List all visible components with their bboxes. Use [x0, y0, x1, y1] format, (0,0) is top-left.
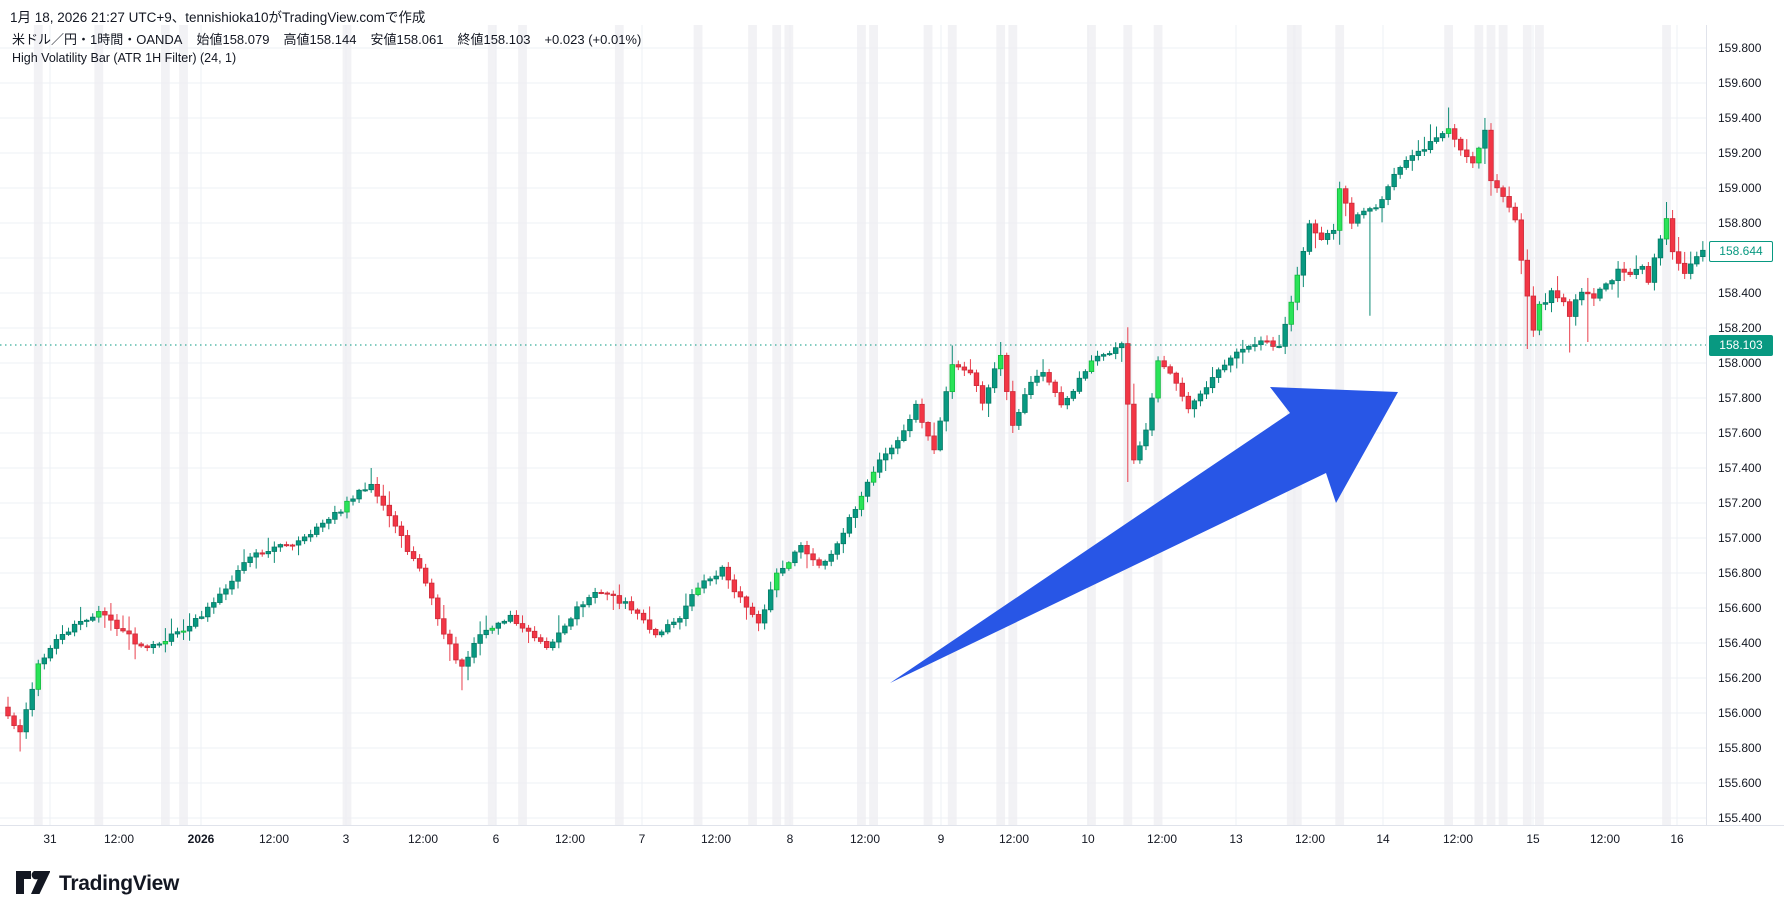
- time-tick-label: 6: [492, 832, 500, 846]
- price-tick-label: 158.000: [1718, 356, 1762, 370]
- time-tick-label: 9: [937, 832, 945, 846]
- price-tick-label: 156.000: [1718, 706, 1762, 720]
- price-tick-label: 155.800: [1718, 741, 1762, 755]
- time-tick-label: 12:00: [700, 832, 732, 846]
- price-tick-label: 157.200: [1718, 496, 1762, 510]
- price-tick-label: 159.200: [1718, 146, 1762, 160]
- price-tick-label: 159.000: [1718, 181, 1762, 195]
- grid-lines: [0, 25, 1706, 825]
- time-tick-label: 14: [1376, 832, 1390, 846]
- price-tick-label: 158.800: [1718, 216, 1762, 230]
- price-tick-label: 157.400: [1718, 461, 1762, 475]
- attribution-text: 1月 18, 2026 21:27 UTC+9、tennishioka10がTr…: [10, 10, 426, 25]
- time-tick-label: 10: [1081, 832, 1095, 846]
- price-tick-label: 157.800: [1718, 391, 1762, 405]
- blue-trend-arrow[interactable]: [890, 387, 1398, 683]
- time-tick-label: 12:00: [103, 832, 135, 846]
- tradingview-logo-text: TradingView: [59, 872, 180, 895]
- ohlc-open: 始値158.079: [196, 32, 270, 47]
- symbol-title: 米ドル／円・1時間・OANDA: [12, 32, 183, 47]
- price-tick-label: 155.600: [1718, 776, 1762, 790]
- time-tick-label: 15: [1526, 832, 1540, 846]
- price-tick-label: 156.600: [1718, 601, 1762, 615]
- time-tick-label: 12:00: [1146, 832, 1178, 846]
- price-tick-label: 159.600: [1718, 76, 1762, 90]
- time-tick-label: 12:00: [258, 832, 290, 846]
- candles: [5, 107, 1706, 752]
- time-tick-label: 12:00: [849, 832, 881, 846]
- time-axis-separator: [0, 825, 1784, 826]
- indicator-legend-row[interactable]: High Volatility Bar (ATR 1H Filter) (24,…: [12, 51, 237, 65]
- time-tick-label: 16: [1670, 832, 1684, 846]
- time-tick-label: 12:00: [1442, 832, 1474, 846]
- prev-close-price-badge: 158.103: [1709, 335, 1773, 357]
- price-tick-label: 157.000: [1718, 531, 1762, 545]
- tradingview-logo[interactable]: TradingView: [16, 871, 179, 897]
- symbol-legend-row[interactable]: 米ドル／円・1時間・OANDA 始値158.079 高値158.144 安値15…: [12, 29, 641, 48]
- time-tick-label: 3: [342, 832, 350, 846]
- price-tick-label: 155.400: [1718, 811, 1762, 825]
- ohlc-close: 終値158.103: [457, 32, 531, 47]
- last-price-badge: 158.644: [1709, 240, 1773, 262]
- time-tick-label: 8: [786, 832, 794, 846]
- time-tick-label: 12:00: [1294, 832, 1326, 846]
- ohlc-high: 高値158.144: [283, 32, 357, 47]
- price-tick-label: 158.200: [1718, 321, 1762, 335]
- time-tick-label: 12:00: [407, 832, 439, 846]
- time-tick-label: 12:00: [554, 832, 586, 846]
- price-tick-label: 156.800: [1718, 566, 1762, 580]
- time-tick-label: 13: [1229, 832, 1243, 846]
- time-tick-label: 31: [43, 832, 57, 846]
- time-tick-label: 2026: [187, 832, 215, 846]
- price-tick-label: 158.400: [1718, 286, 1762, 300]
- price-tick-label: 156.200: [1718, 671, 1762, 685]
- price-tick-label: 159.800: [1718, 41, 1762, 55]
- price-tick-label: 159.400: [1718, 111, 1762, 125]
- ohlc-change: +0.023 (+0.01%): [544, 32, 642, 47]
- time-tick-label: 12:00: [1589, 832, 1621, 846]
- ohlc-low: 安値158.061: [370, 32, 444, 47]
- time-tick-label: 7: [638, 832, 646, 846]
- price-tick-label: 157.600: [1718, 426, 1762, 440]
- price-axis-separator: [1706, 25, 1707, 826]
- volatility-session-stripes: [33, 25, 1671, 825]
- tradingview-logo-icon: [16, 871, 50, 894]
- time-tick-label: 12:00: [998, 832, 1030, 846]
- price-tick-label: 156.400: [1718, 636, 1762, 650]
